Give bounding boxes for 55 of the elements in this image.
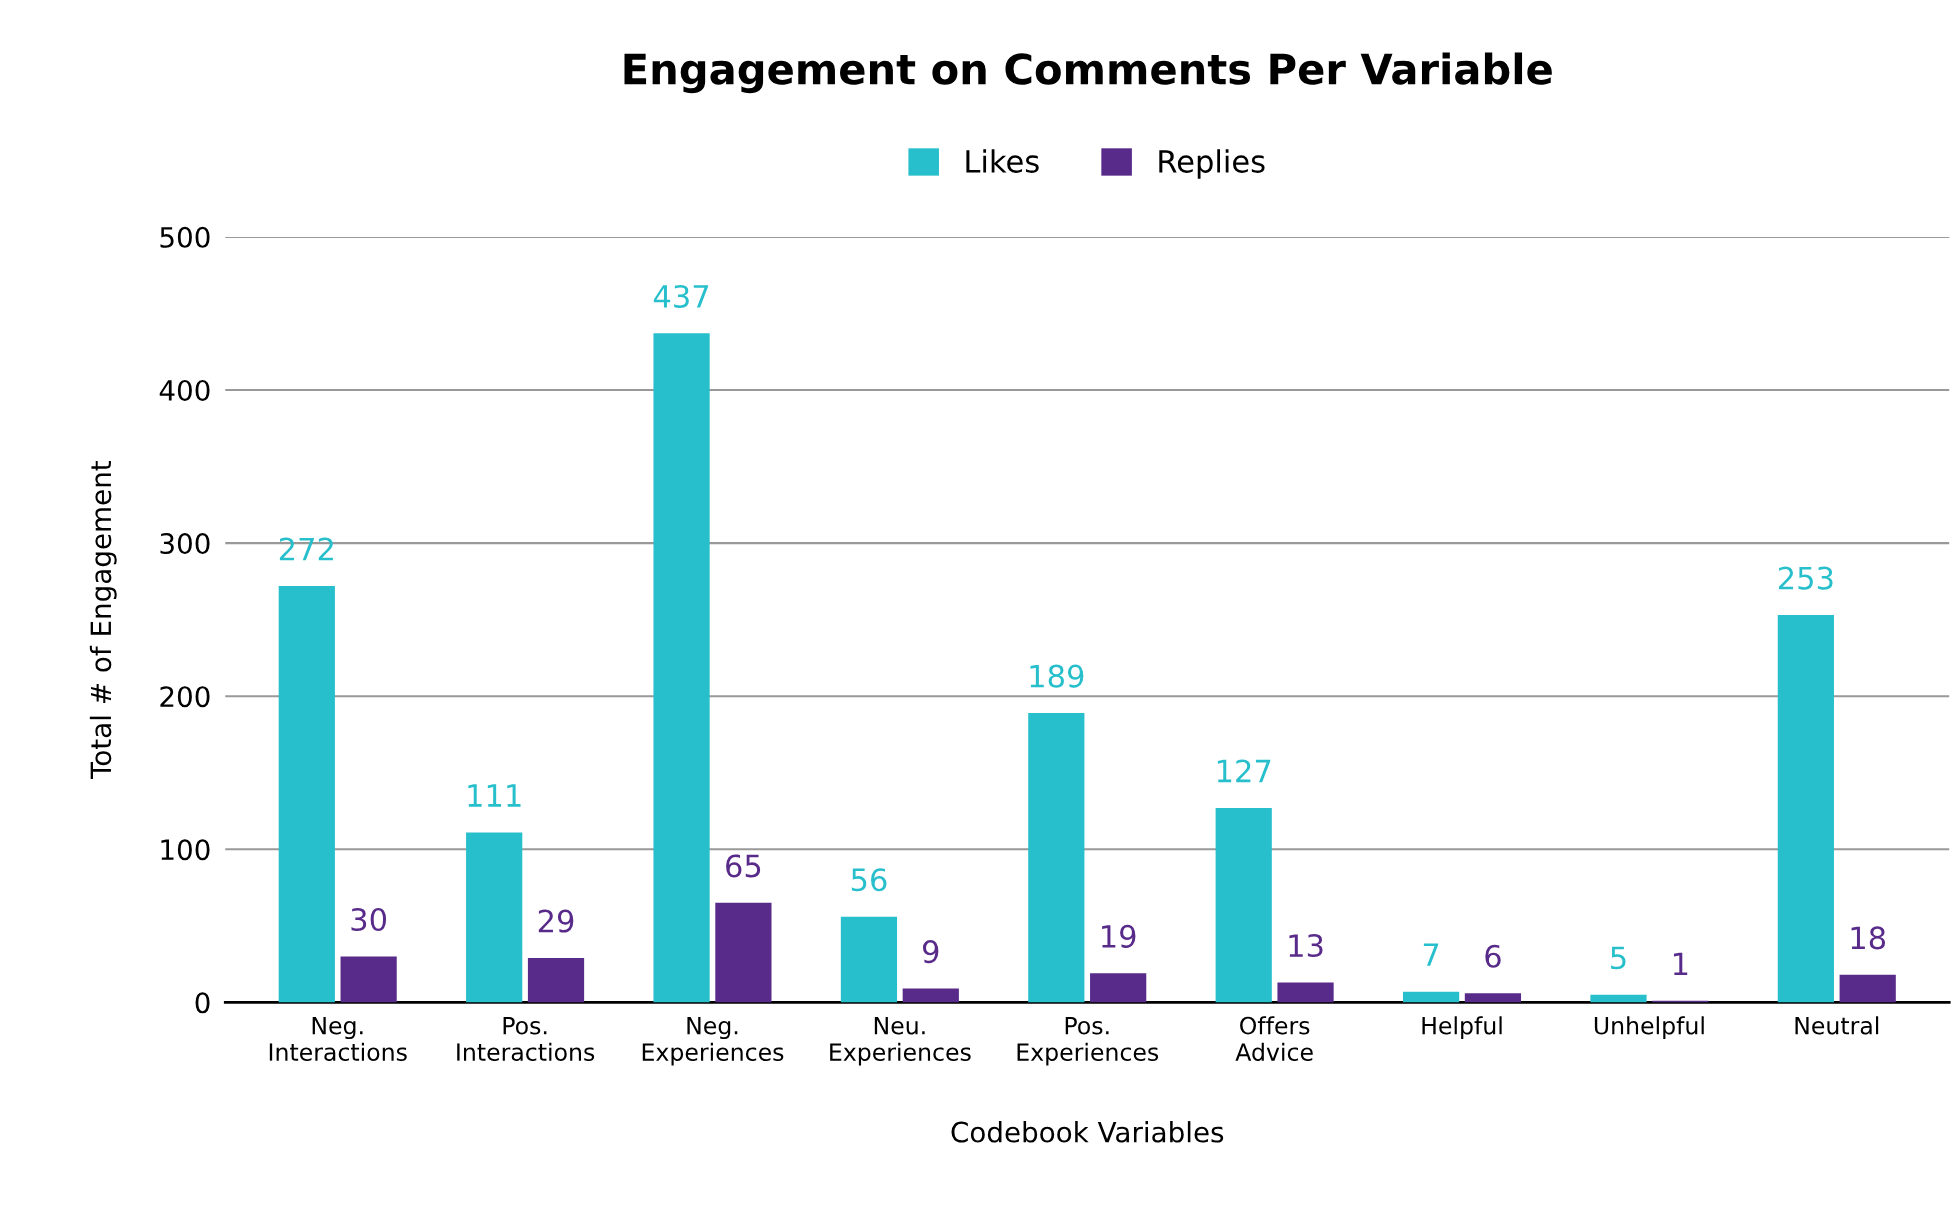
data-label: 30: [351, 907, 387, 932]
x-tick-label: Neu. Experiences: [830, 1016, 971, 1066]
bar: [715, 902, 772, 1003]
data-label: 18: [1851, 926, 1886, 950]
legend-label: Likes: [966, 149, 1039, 173]
legend-label: Replies: [1159, 149, 1265, 179]
bar: [1590, 994, 1647, 1003]
data-label: 272: [279, 537, 333, 561]
data-label: 6: [1485, 944, 1501, 968]
y-axis-title: Total # of Engagement: [89, 461, 117, 780]
x-tick-label: Offers Advice: [1235, 1016, 1313, 1061]
y-tick-label: 500: [160, 226, 210, 248]
data-label: 437: [653, 284, 709, 309]
bar: [653, 333, 710, 1003]
data-label: 13: [1289, 934, 1323, 958]
data-label: 56: [851, 868, 887, 892]
x-axis-title: Codebook Variables: [951, 1121, 1224, 1143]
data-label: 7: [1423, 943, 1439, 966]
bar: [278, 585, 335, 1003]
bar: [1839, 974, 1896, 1003]
y-tick-label: 400: [159, 379, 210, 401]
bar: [1277, 982, 1334, 1003]
bar: [840, 916, 898, 1003]
data-label: 65: [726, 854, 761, 878]
y-tick-label: 100: [161, 839, 210, 861]
chart-title: Engagement on Comments Per Variable: [624, 52, 1552, 94]
bar: [1777, 615, 1834, 1003]
y-tick-label: 200: [160, 686, 210, 708]
bar: [1402, 991, 1460, 1003]
x-tick-label: Unhelpful: [1594, 1016, 1704, 1040]
data-label: 1: [1673, 952, 1688, 976]
data-label: 9: [922, 940, 939, 964]
bar: [1464, 993, 1522, 1003]
y-tick-label: 300: [160, 533, 210, 555]
data-label: 19: [1102, 924, 1136, 948]
bar: [466, 832, 523, 1003]
data-label: 29: [538, 909, 574, 933]
data-label: 253: [1778, 566, 1833, 590]
data-label: 189: [1030, 664, 1084, 688]
y-tick-label: 0: [195, 992, 210, 1014]
x-tick-label: Helpful: [1422, 1016, 1502, 1040]
data-label: 5: [1611, 946, 1626, 970]
bar: [902, 988, 959, 1003]
data-label: 111: [468, 784, 521, 807]
x-tick-label: Neg. Experiences: [642, 1016, 784, 1066]
bar: [1028, 713, 1085, 1003]
bar: [340, 956, 397, 1003]
x-tick-label: Pos. Experiences: [1017, 1016, 1159, 1066]
x-tick-label: Neutral: [1795, 1016, 1879, 1035]
bar: [1215, 807, 1272, 1003]
bar: [1090, 973, 1147, 1003]
x-tick-label: Pos. Interactions: [457, 1016, 595, 1061]
x-tick-label: Neg. Interactions: [269, 1016, 407, 1061]
bar: [527, 957, 585, 1003]
data-label: 127: [1217, 759, 1271, 783]
